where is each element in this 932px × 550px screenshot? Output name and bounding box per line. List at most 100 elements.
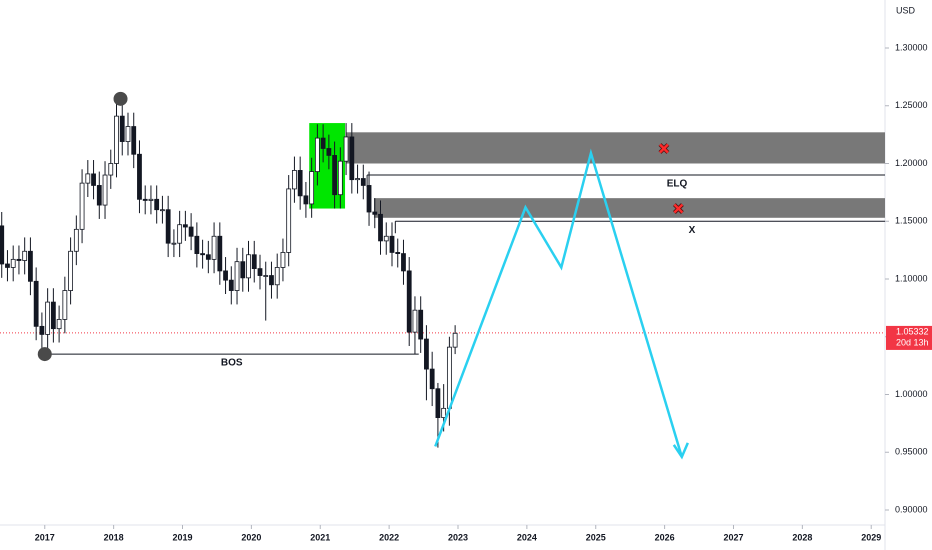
candle-body: [292, 170, 297, 190]
candle-body: [452, 332, 458, 348]
x-tick-label: 2022: [379, 532, 399, 542]
y-tick-label: 0.90000: [895, 504, 928, 514]
candle-body: [205, 254, 211, 260]
x-tick-label: 2028: [792, 532, 812, 542]
candle-body: [395, 252, 401, 254]
candle-body: [148, 198, 154, 201]
candle-body: [39, 325, 45, 335]
candle-body: [389, 235, 395, 253]
candle-body: [96, 185, 102, 206]
projection-path: [434, 148, 684, 458]
candle-body: [223, 270, 228, 281]
candle-body: [406, 270, 412, 333]
candle-body: [441, 407, 447, 418]
candle-body: [263, 275, 269, 277]
candle-body: [366, 185, 372, 213]
candle-body: [154, 198, 160, 211]
candle-body: [200, 253, 205, 256]
candle-body: [280, 252, 286, 268]
candle-body: [188, 226, 194, 237]
last-price-tag: [886, 325, 932, 350]
candle-body: [332, 155, 338, 196]
candle-body: [314, 137, 320, 172]
candle-body: [383, 235, 389, 242]
candle-body: [194, 235, 200, 254]
candle-body: [50, 301, 56, 330]
level-label: BOS: [221, 358, 243, 369]
y-tick-label: 1.00000: [895, 389, 928, 399]
y-tick-label: 1.20000: [895, 158, 928, 168]
candle-body: [73, 228, 79, 252]
y-tick-label: 1.15000: [895, 216, 928, 226]
y-tick-label: 1.25000: [895, 100, 928, 110]
x-tick-label: 2025: [586, 532, 606, 542]
candle-body: [131, 126, 137, 155]
candle-body: [349, 136, 355, 181]
candle-body: [326, 148, 332, 156]
candle-body: [401, 253, 406, 272]
target-marker: [672, 203, 684, 214]
target-marker: [658, 143, 670, 154]
candle-body: [45, 301, 51, 335]
level-label: X: [689, 225, 696, 236]
candle-body: [171, 242, 177, 245]
candle-body: [0, 225, 5, 265]
level-label: ELQ: [667, 179, 688, 190]
supply-zone: [346, 132, 885, 164]
candle-body: [91, 173, 96, 186]
x-tick-label: 2020: [241, 532, 261, 542]
candle-body: [360, 178, 366, 186]
candle-body: [177, 224, 183, 244]
candle-body: [246, 254, 251, 279]
candle-body: [102, 174, 108, 206]
candle-body: [119, 115, 125, 142]
candle-body: [28, 250, 33, 282]
candle-body: [62, 290, 68, 320]
candle-body: [429, 368, 435, 390]
candle-body: [424, 338, 429, 370]
candle-body: [337, 160, 343, 196]
candle-body: [182, 224, 188, 228]
candle-body: [56, 319, 62, 330]
candle-body: [297, 170, 303, 197]
y-tick-label: 1.30000: [895, 42, 928, 52]
candle-body: [217, 235, 223, 272]
candle-body: [228, 279, 234, 291]
candle-body: [320, 137, 326, 149]
candle-body: [274, 267, 280, 286]
candle-body: [165, 209, 171, 244]
candle-body: [22, 250, 28, 261]
candle-body: [418, 309, 424, 340]
candle-body: [309, 171, 315, 205]
x-tick-label: 2019: [172, 532, 192, 542]
candle-body: [33, 280, 39, 327]
candle-body: [79, 182, 85, 230]
candle-body: [372, 211, 378, 215]
last-price-label: 1.05332: [896, 326, 929, 336]
candle-body: [85, 173, 91, 184]
x-tick-label: 2027: [723, 532, 743, 542]
currency-label: USD: [896, 5, 916, 15]
candle-body: [137, 153, 142, 200]
candle-body: [142, 198, 148, 201]
candle-body: [257, 268, 263, 276]
target-stroke: [673, 203, 684, 214]
pivot-marker: [37, 347, 52, 362]
candle-body: [160, 209, 165, 212]
candle-body: [435, 388, 441, 419]
candle-body: [16, 258, 22, 261]
x-tick-label: 2026: [655, 532, 675, 542]
candle-body: [5, 263, 10, 268]
x-tick-label: 2017: [35, 532, 55, 542]
x-tick-label: 2029: [861, 532, 881, 542]
x-tick-label: 2024: [517, 532, 537, 542]
candle-body: [412, 309, 418, 333]
candle-body: [251, 254, 257, 270]
candle-body: [68, 250, 73, 291]
candle-body: [446, 346, 452, 409]
candle-body: [240, 261, 246, 279]
supply-zone: [373, 198, 885, 218]
x-tick-label: 2018: [104, 532, 124, 542]
